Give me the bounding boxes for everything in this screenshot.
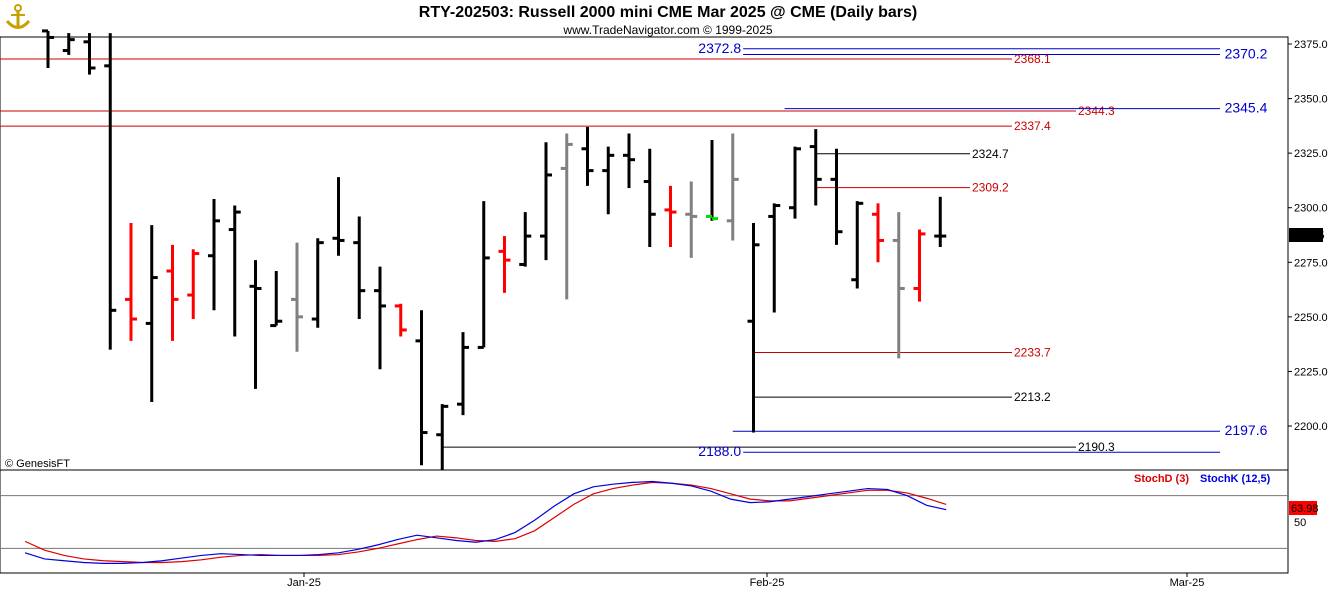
ohlc-bar — [498, 236, 511, 293]
y-tick-label: 2300.0 — [1294, 203, 1328, 215]
ohlc-bar — [581, 126, 594, 186]
level-label: 2188.0 — [698, 443, 741, 459]
ohlc-bar — [83, 33, 96, 75]
ohlc-bar — [664, 185, 677, 248]
level-label: 2309.2 — [972, 181, 1009, 195]
last-price-label: 2287.5 — [1291, 230, 1325, 242]
ohlc-bar — [394, 303, 407, 337]
ohlc-bar — [42, 29, 54, 69]
stoch-last-marker: 63.98 — [1289, 501, 1319, 515]
ohlc-bar — [540, 142, 552, 261]
stoch-d-line — [24, 481, 947, 564]
level-label: 2372.8 — [698, 40, 741, 56]
level-label: 2370.2 — [1225, 45, 1268, 61]
ohlc-bar — [892, 212, 905, 359]
level-label: 2344.3 — [1078, 104, 1115, 118]
ohlc-bar — [934, 196, 947, 248]
ohlc-bar — [560, 133, 573, 300]
level-label: 2324.7 — [972, 147, 1009, 161]
ohlc-bar — [249, 260, 262, 389]
stochastic-layer — [0, 480, 1288, 564]
bars-layer — [42, 29, 947, 470]
ohlc-bar — [851, 201, 864, 289]
ohlc-bar — [104, 33, 117, 350]
ohlc-bar — [830, 148, 843, 245]
level-label: 2197.6 — [1225, 422, 1268, 438]
ohlc-bar — [872, 203, 884, 263]
ohlc-bar — [291, 242, 303, 352]
ohlc-bar — [685, 181, 698, 258]
y-tick-label: 2225.0 — [1294, 366, 1328, 378]
levels-layer: 2372.8 2370.2 2368.1 2344.3 2345.4 2337.4 2324… — [0, 40, 1268, 459]
ohlc-bar — [602, 146, 615, 215]
ohlc-bar — [208, 198, 220, 311]
stoch-k-legend: StochK (12,5) — [1200, 473, 1271, 485]
ohlc-bar — [62, 33, 75, 55]
ohlc-bar — [166, 244, 179, 341]
level-label: 2337.4 — [1014, 119, 1051, 133]
y-axis: 2375.0 2350.0 2325.0 2300.0 2275.0 2250.0 2225… — [1288, 39, 1328, 433]
y-tick-label: 2375.0 — [1294, 39, 1328, 51]
ohlc-bar — [809, 129, 822, 206]
logo-icon — [3, 2, 33, 32]
ohlc-bar — [519, 212, 532, 267]
x-axis: Jan-25 Feb-25 Mar-25 — [287, 573, 1204, 589]
ohlc-bar — [353, 216, 366, 320]
ohlc-bar — [415, 310, 428, 466]
ohlc-bar — [332, 177, 345, 256]
stoch-d-legend: StochD (3) — [1134, 473, 1189, 485]
y-tick-label: 2200.0 — [1294, 421, 1328, 433]
chart-title: RTY-202503: Russell 2000 mini CME Mar 20… — [419, 4, 917, 21]
ohlc-bar — [789, 146, 801, 219]
chart-subtitle: www.TradeNavigator.com © 1999-2025 — [562, 23, 772, 37]
level-label: 2233.7 — [1014, 345, 1051, 359]
last-price-marker: 2287.5 — [1289, 228, 1325, 242]
level-label: 2368.1 — [1014, 52, 1051, 66]
x-tick-label: Jan-25 — [287, 577, 321, 589]
stoch-plot-frame — [0, 469, 1289, 574]
x-tick-label: Mar-25 — [1170, 577, 1205, 589]
ohlc-bar — [747, 222, 760, 433]
y-tick-label: 2275.0 — [1294, 257, 1328, 269]
y-tick-label: 2350.0 — [1294, 94, 1328, 106]
level-label: 2345.4 — [1225, 100, 1268, 116]
stoch-k-line — [24, 480, 947, 564]
ohlc-bar — [436, 404, 449, 470]
ohlc-bar — [457, 332, 469, 416]
ohlc-bar — [145, 225, 158, 402]
y-tick-label: 2325.0 — [1294, 148, 1328, 160]
ohlc-bar — [643, 148, 656, 248]
level-label: 2190.3 — [1078, 440, 1115, 454]
ohlc-bar — [768, 203, 781, 313]
ohlc-bar — [187, 249, 200, 320]
x-tick-label: Feb-25 — [750, 577, 785, 589]
ohlc-bar — [228, 205, 241, 337]
ohlc-bar — [623, 133, 635, 189]
ohlc-bar — [913, 229, 926, 302]
stoch-last-label: 63.98 — [1291, 503, 1319, 515]
ohlc-bar — [311, 238, 324, 328]
ohlc-bar — [125, 222, 137, 341]
ohlc-bar — [374, 266, 386, 370]
watermark: © GenesisFT — [5, 458, 70, 470]
ohlc-bar — [706, 140, 718, 221]
ohlc-bar — [477, 201, 490, 349]
y-tick-label: 2250.0 — [1294, 312, 1328, 324]
ohlc-bar — [270, 271, 283, 328]
ohlc-bar — [726, 133, 739, 241]
stoch-tick-50: 50 — [1294, 517, 1306, 529]
level-label: 2213.2 — [1014, 390, 1051, 404]
